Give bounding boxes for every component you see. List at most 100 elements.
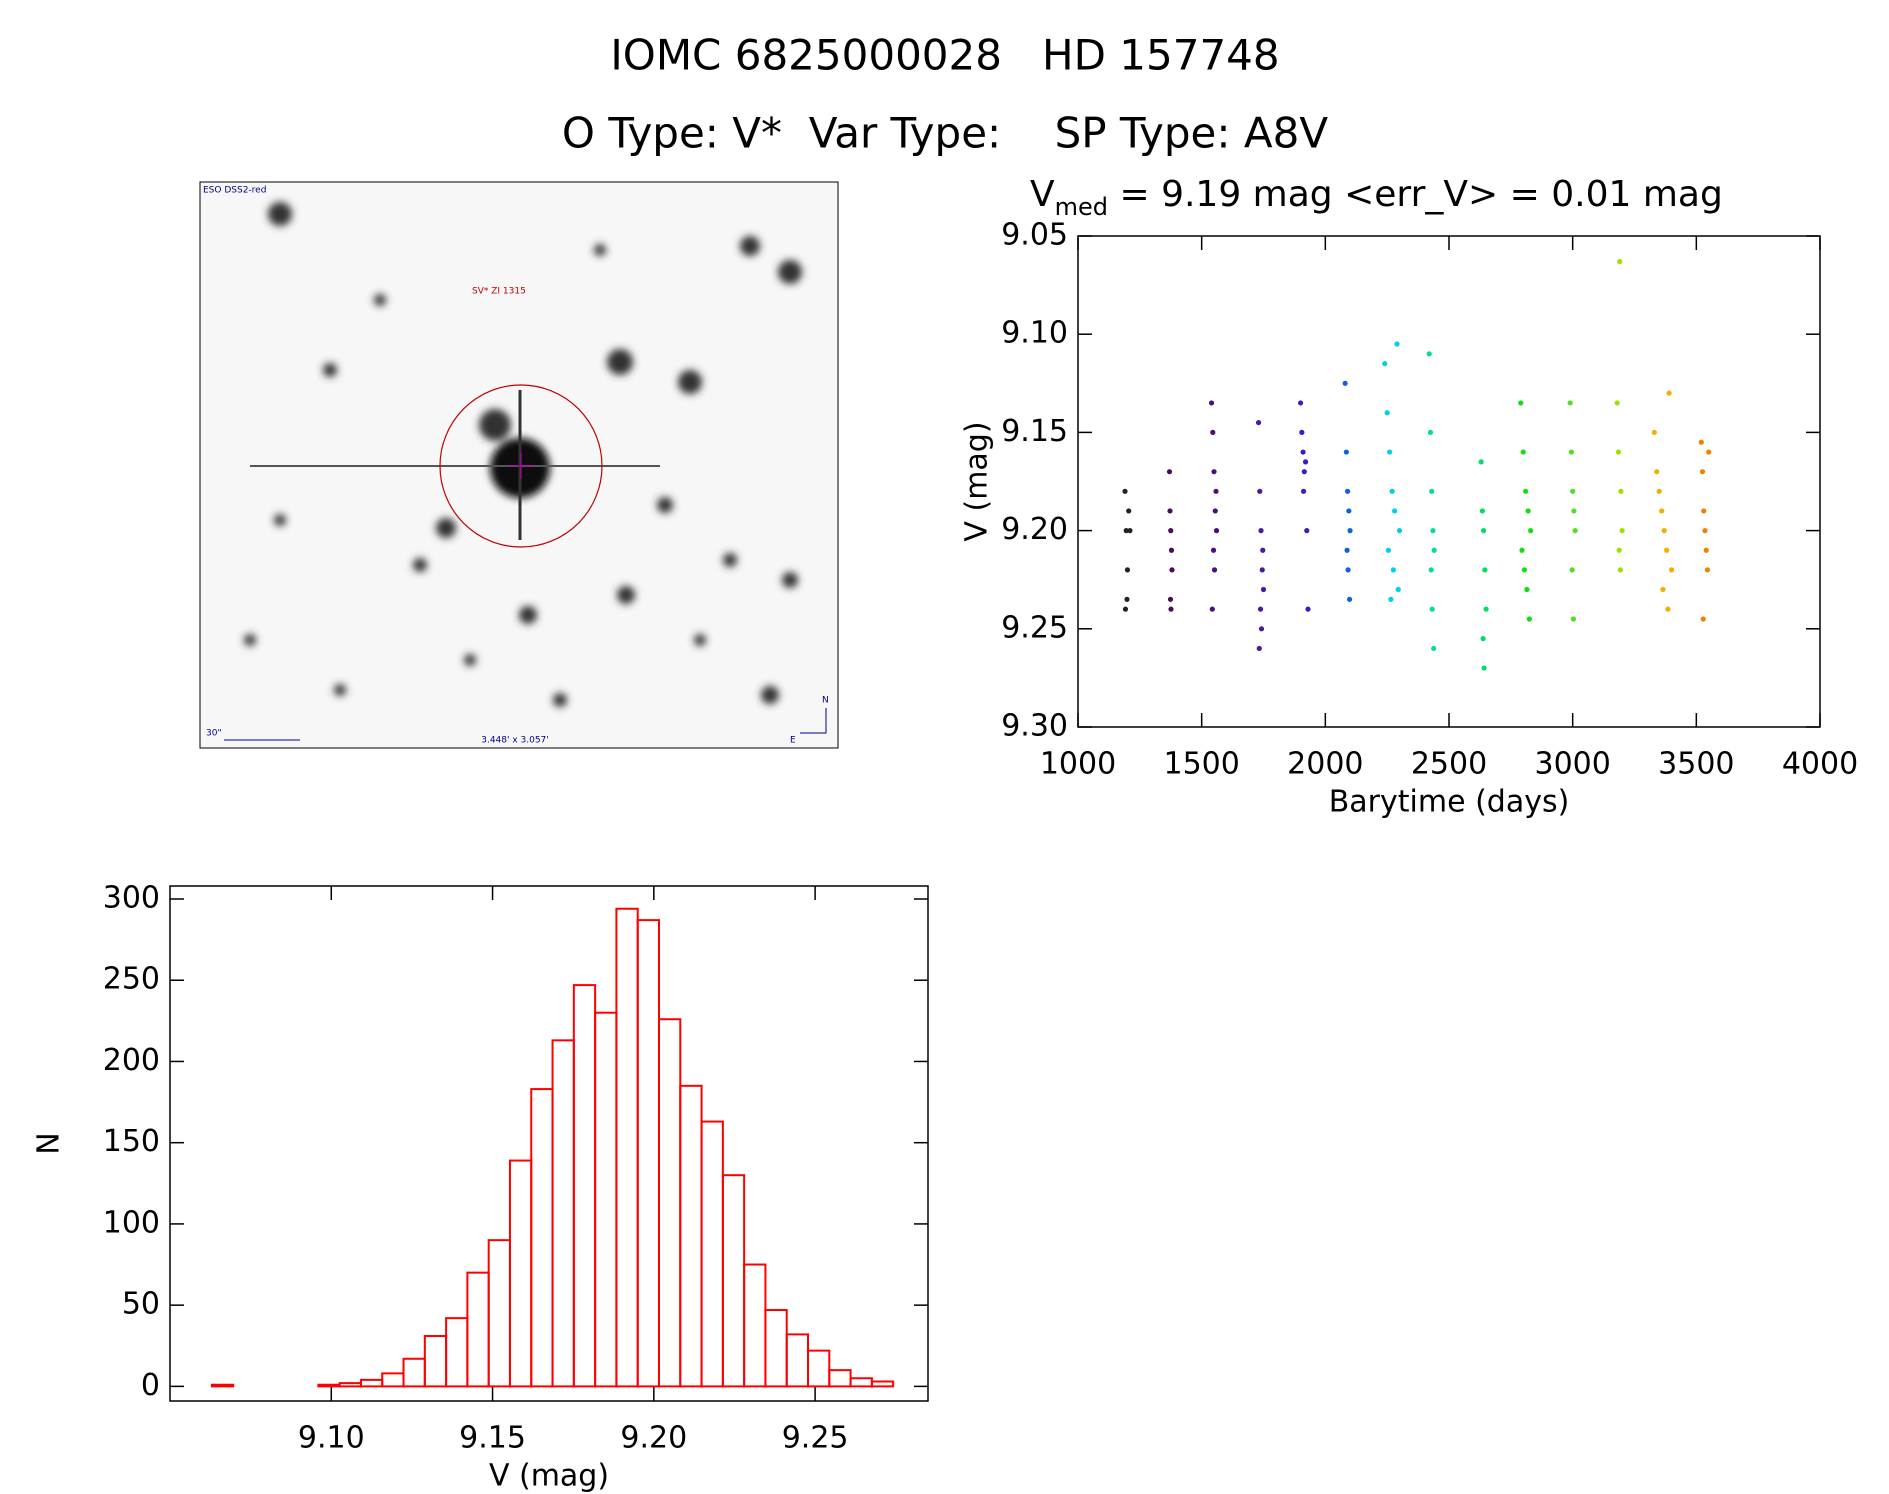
y-tick-label: 9.15 xyxy=(1001,414,1068,449)
hist-bar xyxy=(807,1349,831,1388)
point xyxy=(1127,528,1133,534)
x-axis-label: V (mag) xyxy=(489,1459,609,1494)
point xyxy=(1304,528,1310,534)
y-tick-label: 150 xyxy=(103,1124,160,1159)
point xyxy=(1429,606,1435,612)
point xyxy=(1525,508,1531,514)
point xyxy=(1669,567,1675,573)
point xyxy=(1211,567,1218,573)
point xyxy=(1479,508,1485,514)
x-axis-label: Barytime (days) xyxy=(1329,785,1570,820)
hist-bar xyxy=(317,1383,341,1388)
point xyxy=(1617,567,1624,573)
hist-bar xyxy=(445,1317,469,1388)
point xyxy=(1666,390,1672,396)
x-tick-label: 1000 xyxy=(1040,747,1116,782)
point xyxy=(1385,547,1392,553)
point xyxy=(1211,469,1217,475)
point xyxy=(1382,361,1388,367)
plot-frame xyxy=(1077,235,1821,728)
x-tick-label: 2500 xyxy=(1411,747,1487,782)
point xyxy=(1614,400,1620,406)
hist-bar xyxy=(359,1378,384,1388)
point xyxy=(1387,449,1393,455)
point xyxy=(1430,528,1436,534)
x-tick-label: 3000 xyxy=(1534,747,1610,782)
point xyxy=(1342,380,1348,386)
hist-bar xyxy=(381,1372,405,1388)
point xyxy=(1298,400,1304,406)
point xyxy=(1615,449,1622,455)
point xyxy=(1480,636,1486,642)
point xyxy=(1619,528,1625,534)
title-v: V xyxy=(1030,174,1055,215)
hist-bar xyxy=(700,1120,724,1388)
point xyxy=(1300,488,1307,494)
point xyxy=(1344,488,1351,494)
subtitle: O Type: V* Var Type: SP Type: A8V xyxy=(562,109,1328,158)
stars xyxy=(244,202,802,707)
point xyxy=(1568,449,1575,455)
point xyxy=(1431,547,1437,553)
point xyxy=(1523,488,1529,494)
point xyxy=(1301,469,1307,475)
hist-bar xyxy=(828,1369,852,1388)
point xyxy=(1126,508,1132,514)
point xyxy=(1572,528,1578,534)
hist-bar xyxy=(551,1039,575,1388)
point xyxy=(1257,488,1263,494)
point xyxy=(1699,469,1706,475)
hist-bar xyxy=(508,1159,533,1388)
point xyxy=(1212,508,1218,514)
hist-bar xyxy=(743,1263,767,1388)
point xyxy=(1481,665,1487,671)
east-label: E xyxy=(790,736,796,746)
point xyxy=(1345,567,1351,573)
point xyxy=(1208,400,1215,406)
point xyxy=(1519,547,1525,553)
hist-bar xyxy=(530,1088,554,1388)
point xyxy=(1343,449,1349,455)
title: IOMC 6825000028 HD 157748 xyxy=(610,31,1279,80)
point xyxy=(1210,429,1216,435)
point xyxy=(1384,410,1390,416)
hist-bar xyxy=(636,919,660,1388)
point xyxy=(1168,606,1174,612)
point xyxy=(1704,567,1711,573)
point xyxy=(1347,528,1353,534)
point xyxy=(1665,606,1671,612)
point xyxy=(1428,567,1434,573)
point xyxy=(1526,616,1532,622)
point xyxy=(1570,616,1577,622)
point xyxy=(1706,449,1712,455)
scale-label: 30" xyxy=(206,729,222,739)
hist-bar xyxy=(572,984,597,1388)
hist-bar xyxy=(615,907,639,1388)
target-label: SV* ZI 1315 xyxy=(472,287,526,297)
point xyxy=(1302,459,1309,465)
point xyxy=(1660,586,1666,593)
point xyxy=(1346,596,1353,602)
point xyxy=(1481,528,1487,534)
point xyxy=(1618,488,1624,494)
title-sub: med xyxy=(1055,193,1108,221)
hist-bar xyxy=(338,1382,362,1388)
point xyxy=(1391,508,1398,514)
point xyxy=(1701,508,1707,514)
point xyxy=(1166,469,1173,475)
point xyxy=(1258,626,1265,632)
hist-bar xyxy=(594,1011,618,1388)
x-tick-label: 9.15 xyxy=(459,1421,526,1456)
hist-bar xyxy=(785,1333,810,1388)
point xyxy=(1258,528,1264,534)
point xyxy=(1213,528,1220,534)
point xyxy=(1571,508,1577,514)
y-tick-label: 50 xyxy=(122,1287,160,1322)
y-tick-label: 9.20 xyxy=(1001,512,1068,547)
point xyxy=(1567,400,1573,406)
y-tick-label: 200 xyxy=(103,1043,160,1078)
point xyxy=(1124,567,1131,573)
point xyxy=(1213,488,1219,494)
